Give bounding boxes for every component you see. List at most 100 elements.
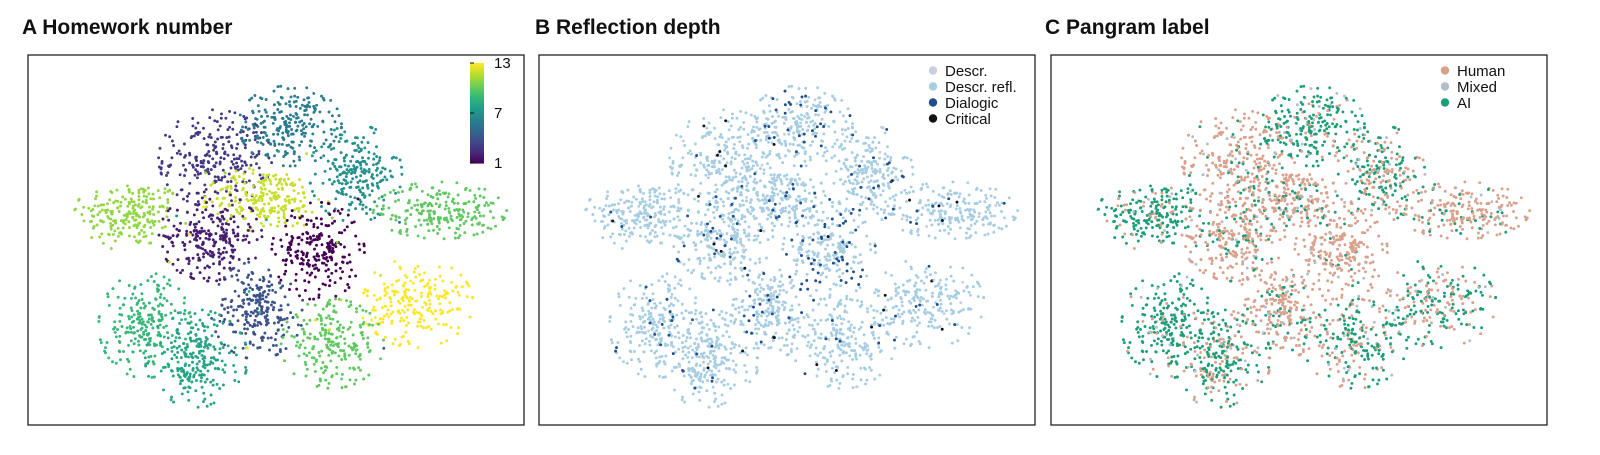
scatter-point [160, 352, 164, 356]
scatter-point [427, 306, 431, 310]
scatter-point [937, 193, 941, 197]
scatter-point [239, 137, 243, 141]
scatter-point [129, 339, 133, 343]
scatter-point [198, 246, 202, 250]
scatter-point [194, 229, 198, 232]
scatter-point [303, 113, 307, 117]
scatter-point [275, 352, 279, 356]
scatter-point [111, 232, 115, 236]
scatter-point [946, 294, 950, 298]
scatter-point [724, 146, 728, 150]
scatter-point [414, 225, 418, 228]
scatter-point [334, 197, 338, 201]
scatter-point [308, 122, 312, 126]
scatter-point [123, 197, 127, 201]
scatter-point [300, 308, 304, 312]
scatter-point [381, 317, 385, 321]
scatter-point [281, 188, 285, 191]
scatter-point [451, 219, 454, 223]
scatter-point [429, 202, 433, 206]
scatter-point [413, 267, 417, 271]
scatter-point [852, 260, 856, 264]
scatter-point [166, 189, 170, 193]
scatter-point [439, 341, 443, 345]
scatter-point [330, 375, 334, 379]
scatter-point [178, 367, 182, 371]
scatter-point [892, 320, 896, 324]
scatter-point [785, 177, 789, 181]
scatter-point [230, 248, 234, 252]
scatter-point [184, 154, 188, 157]
scatter-point [824, 263, 828, 267]
scatter-point [179, 271, 183, 275]
scatter-point [409, 279, 412, 283]
scatter-point [811, 185, 815, 189]
scatter-point [116, 295, 120, 299]
scatter-point [868, 242, 872, 246]
scatter-point [352, 366, 355, 370]
scatter-point [372, 208, 376, 212]
scatter-point [734, 207, 738, 211]
scatter-point [153, 375, 156, 379]
scatter-point [324, 209, 328, 213]
scatter-point [334, 294, 338, 298]
scatter-point [333, 120, 337, 124]
scatter-point [966, 215, 970, 219]
scatter-point [129, 197, 133, 201]
scatter-point [343, 289, 347, 293]
scatter-point [149, 313, 153, 317]
scatter-point [319, 334, 323, 337]
scatter-point [814, 104, 818, 108]
scatter-point [178, 336, 181, 340]
scatter-point [322, 130, 326, 134]
scatter-point [127, 343, 130, 347]
scatter-point [133, 235, 136, 239]
scatter-point [435, 193, 439, 196]
scatter-point [256, 140, 259, 144]
scatter-point [394, 218, 398, 222]
scatter-point [198, 373, 202, 377]
scatter-point [360, 193, 364, 197]
scatter-point [591, 213, 595, 216]
scatter-point [973, 210, 977, 214]
scatter-point [997, 203, 1001, 207]
scatter-point [781, 247, 785, 251]
scatter-point [293, 216, 297, 219]
scatter-point [949, 216, 953, 220]
scatter-point [232, 157, 236, 161]
scatter-point [111, 223, 115, 227]
scatter-point [944, 283, 948, 287]
scatter-point [358, 202, 362, 206]
scatter-point [739, 237, 742, 241]
scatter-point [393, 260, 397, 263]
scatter-point [175, 208, 179, 212]
scatter-point [617, 214, 621, 218]
scatter-point [323, 283, 327, 287]
scatter-point [604, 204, 608, 208]
scatter-point [251, 111, 255, 115]
scatter-point [716, 143, 720, 147]
scatter-point [277, 220, 281, 224]
scatter-point [904, 337, 908, 341]
scatter-point [804, 199, 808, 203]
scatter-point [264, 295, 268, 299]
scatter-point [236, 278, 240, 282]
scatter-point [179, 152, 182, 156]
scatter-point [740, 193, 743, 197]
scatter-point [805, 99, 809, 103]
scatter-point [388, 190, 392, 194]
scatter-point [390, 283, 394, 287]
scatter-point [804, 197, 808, 201]
scatter-point [693, 163, 696, 167]
scatter-point [360, 170, 364, 174]
scatter-point [923, 310, 926, 314]
scatter-point [727, 137, 731, 141]
scatter-point [779, 348, 782, 352]
scatter-point [355, 186, 358, 189]
scatter-point [778, 202, 782, 206]
scatter-point [393, 293, 396, 297]
scatter-point [337, 231, 341, 235]
scatter-point [196, 170, 199, 174]
scatter-point [606, 223, 610, 227]
scatter-point [326, 337, 330, 341]
